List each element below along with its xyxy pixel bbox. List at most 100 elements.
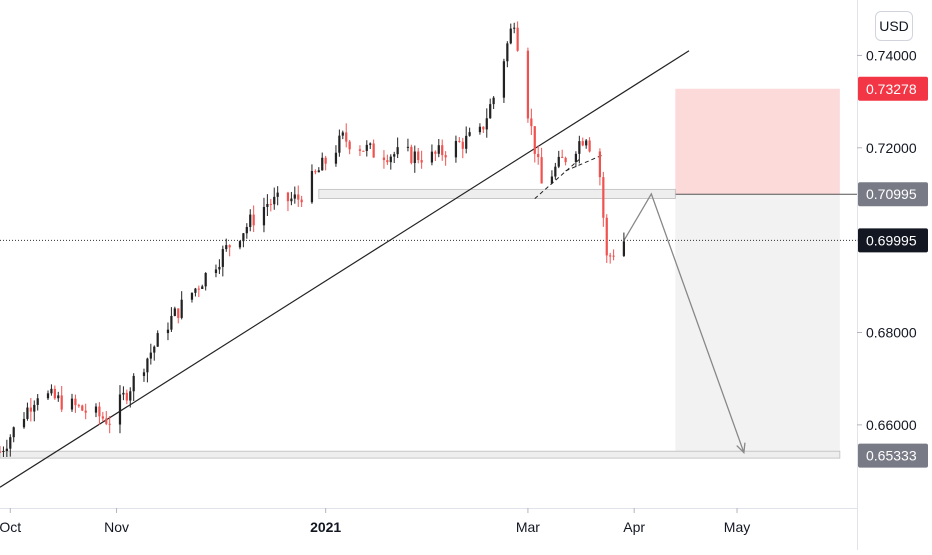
- candle-body: [365, 144, 368, 151]
- candle-body: [84, 410, 87, 413]
- candle-body: [228, 245, 231, 248]
- y-tick-label: 0.66000: [866, 417, 917, 433]
- candle-body: [276, 192, 279, 197]
- candle-body: [393, 154, 396, 157]
- candle-body: [516, 27, 519, 51]
- candle-body: [396, 147, 399, 155]
- candle-body: [369, 143, 372, 145]
- candle-body: [492, 97, 495, 105]
- candle-body: [5, 448, 8, 452]
- candle-body: [290, 198, 293, 202]
- candle-body: [372, 143, 375, 158]
- currency-button[interactable]: USD: [875, 11, 913, 41]
- candle-body: [2, 451, 5, 453]
- candle-body: [50, 388, 53, 394]
- candle-body: [53, 388, 56, 399]
- candle-body: [156, 333, 159, 347]
- projection-arrow-head: [736, 442, 746, 454]
- candle-body: [29, 407, 32, 412]
- candle-body: [146, 358, 149, 373]
- candle-body: [293, 194, 296, 199]
- candle-body: [561, 156, 564, 158]
- candle-body: [468, 132, 471, 136]
- candle-body: [348, 141, 351, 150]
- candle-body: [190, 292, 194, 300]
- candle-body: [170, 315, 173, 330]
- candle-body: [588, 140, 591, 152]
- y-tick-label: 0.72000: [866, 140, 917, 156]
- candle-body: [540, 157, 543, 184]
- price-label-box: [858, 76, 928, 101]
- candle-body: [238, 241, 242, 248]
- candle-body: [430, 151, 434, 163]
- price-label: 0.70995: [866, 186, 917, 202]
- candle-body: [266, 203, 269, 207]
- candle-body: [489, 104, 492, 119]
- candle-body: [334, 152, 338, 164]
- candle-body: [245, 226, 248, 234]
- x-tick-label: Apr: [623, 519, 645, 535]
- candle-body: [273, 196, 276, 205]
- candle-body: [502, 61, 506, 98]
- candle-body: [533, 126, 536, 154]
- candle-body: [77, 405, 80, 407]
- candle-body: [297, 194, 300, 200]
- candle-body: [417, 151, 420, 161]
- price-label-box: [858, 228, 928, 253]
- flag-line-2: [565, 154, 604, 172]
- trendline: [0, 50, 690, 488]
- candle-body: [105, 418, 108, 424]
- candle-body: [413, 151, 416, 164]
- candle-body: [26, 407, 29, 419]
- candle-body: [622, 241, 626, 256]
- candle-body: [132, 375, 135, 392]
- candle-body: [180, 299, 183, 318]
- candle-body: [197, 288, 200, 290]
- candle-body: [465, 135, 468, 149]
- candle-body: [506, 43, 509, 62]
- price-label: 0.69995: [866, 232, 917, 248]
- candle-body: [81, 405, 84, 411]
- candle-body: [70, 398, 74, 410]
- candle-body: [578, 141, 581, 154]
- candle-body: [406, 146, 410, 148]
- price-label: 0.65333: [866, 448, 917, 464]
- candle-body: [341, 132, 344, 136]
- candle-body: [269, 203, 272, 205]
- candle-body: [581, 141, 584, 146]
- candle-body: [612, 255, 615, 257]
- candle-body: [201, 286, 204, 290]
- candle-body: [46, 393, 50, 399]
- candle-body: [33, 404, 36, 412]
- candle-body: [225, 245, 228, 250]
- candle-body: [214, 269, 218, 274]
- x-tick-label: May: [724, 519, 750, 535]
- candle-body: [526, 50, 530, 119]
- candle-body: [557, 156, 560, 167]
- support-zone: [0, 450, 841, 459]
- candle-body: [386, 160, 389, 163]
- candle-body: [554, 166, 557, 177]
- candle-body: [310, 171, 314, 203]
- y-tick-label: 0.68000: [866, 325, 917, 341]
- x-tick-label: Mar: [516, 519, 540, 535]
- candle-body: [218, 266, 221, 270]
- candle-body: [338, 135, 341, 153]
- candle-body: [454, 140, 458, 158]
- candle-body: [36, 398, 39, 405]
- candle-body: [262, 206, 266, 226]
- candle-body: [574, 153, 578, 163]
- candle-body: [410, 146, 413, 164]
- candle-body: [286, 192, 290, 202]
- take-profit-zone: [675, 194, 840, 456]
- candle-body: [585, 140, 588, 146]
- candle-body: [194, 288, 197, 293]
- candle-body: [166, 329, 170, 334]
- candle-body: [9, 437, 12, 449]
- candle-body: [249, 214, 252, 227]
- candle-body: [509, 28, 512, 44]
- candle-body: [204, 273, 207, 287]
